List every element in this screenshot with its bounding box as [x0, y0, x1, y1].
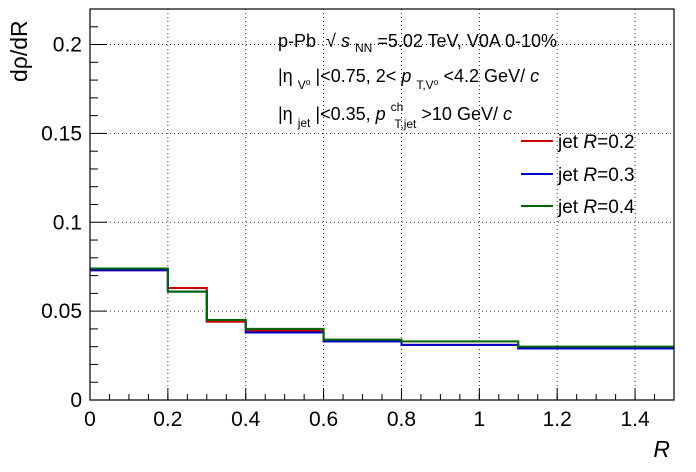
- pt-symbol: p: [400, 66, 411, 86]
- y-tick-label: 0.15: [41, 122, 82, 145]
- x-tick-label: 0.2: [153, 408, 182, 431]
- y-tick-label: 0.2: [53, 34, 82, 57]
- x-tick-label: 0.8: [387, 408, 416, 431]
- x-tick-label: 1.4: [620, 408, 650, 431]
- legend-label-r02: jet R=0.2: [557, 132, 635, 153]
- pt-cut-jet: >10 GeV/: [421, 104, 498, 124]
- eta-cut-jet: |<0.35,: [315, 104, 375, 124]
- collision-system: p-Pb: [278, 31, 316, 51]
- pt-v0-subscript: T,V⁰: [416, 78, 438, 92]
- legend-label-r03: jet R=0.3: [557, 165, 635, 186]
- annotation-line-2: |η V⁰ |<0.75, 2< p T,V⁰ <4.2 GeV/ c: [278, 66, 539, 93]
- legend-label-r04: jet R=0.4: [557, 197, 635, 218]
- pt-jet-subscript: T,jet: [394, 117, 417, 131]
- eta-jet-subscript: jet: [297, 116, 311, 130]
- y-axis-title: dρ/dR: [6, 20, 32, 82]
- eta-cut-v0: |<0.75, 2<: [316, 66, 397, 86]
- annotation-line-1: p-Pb √ s NN =5.02 TeV, V0A 0-10%: [278, 31, 557, 56]
- legend: jet R=0.2 jet R=0.3 jet R=0.4: [521, 132, 635, 218]
- series-line-r04: [90, 267, 674, 348]
- s-symbol: s: [341, 31, 350, 51]
- y-tick-label: 0.05: [41, 300, 82, 323]
- axis-ticks: [89, 26, 656, 401]
- series-layer: [90, 267, 674, 350]
- x-tick-label: 1: [473, 408, 485, 431]
- tick-labels: 0 0.2 0.4 0.6 0.8 1 1.2 1.4 0 0.05 0.1 0.15 0.2: [41, 34, 650, 431]
- ch-superscript: ch: [391, 100, 404, 114]
- y-tick-label: 0.1: [53, 211, 82, 234]
- eta-v0-subscript: V⁰: [298, 78, 311, 92]
- energy-centrality: =5.02 TeV, V0A 0-10%: [377, 31, 557, 51]
- eta-open-jet: |η: [278, 104, 293, 124]
- pt-cut-v0: <4.2 GeV/: [444, 66, 526, 86]
- y-tick-label: 0: [70, 389, 82, 412]
- c-symbol-jet: c: [503, 104, 512, 124]
- annotation-line-3: |η jet |<0.35, p ch T,jet >10 GeV/ c: [278, 95, 512, 132]
- grid-lines: [90, 9, 674, 400]
- x-axis-title: R: [653, 436, 670, 462]
- x-tick-label: 0: [84, 408, 96, 431]
- annotation-block: p-Pb √ s NN =5.02 TeV, V0A 0-10% |η V⁰ |…: [278, 31, 557, 132]
- x-tick-label: 0.6: [309, 408, 338, 431]
- pt-jet-symbol: p: [375, 104, 386, 124]
- s-subscript: NN: [355, 41, 372, 55]
- sqrt-sign: √: [326, 31, 336, 51]
- x-tick-label: 1.2: [543, 408, 572, 431]
- eta-open: |η: [278, 66, 293, 86]
- c-symbol: c: [530, 66, 539, 86]
- x-tick-label: 0.4: [231, 408, 261, 431]
